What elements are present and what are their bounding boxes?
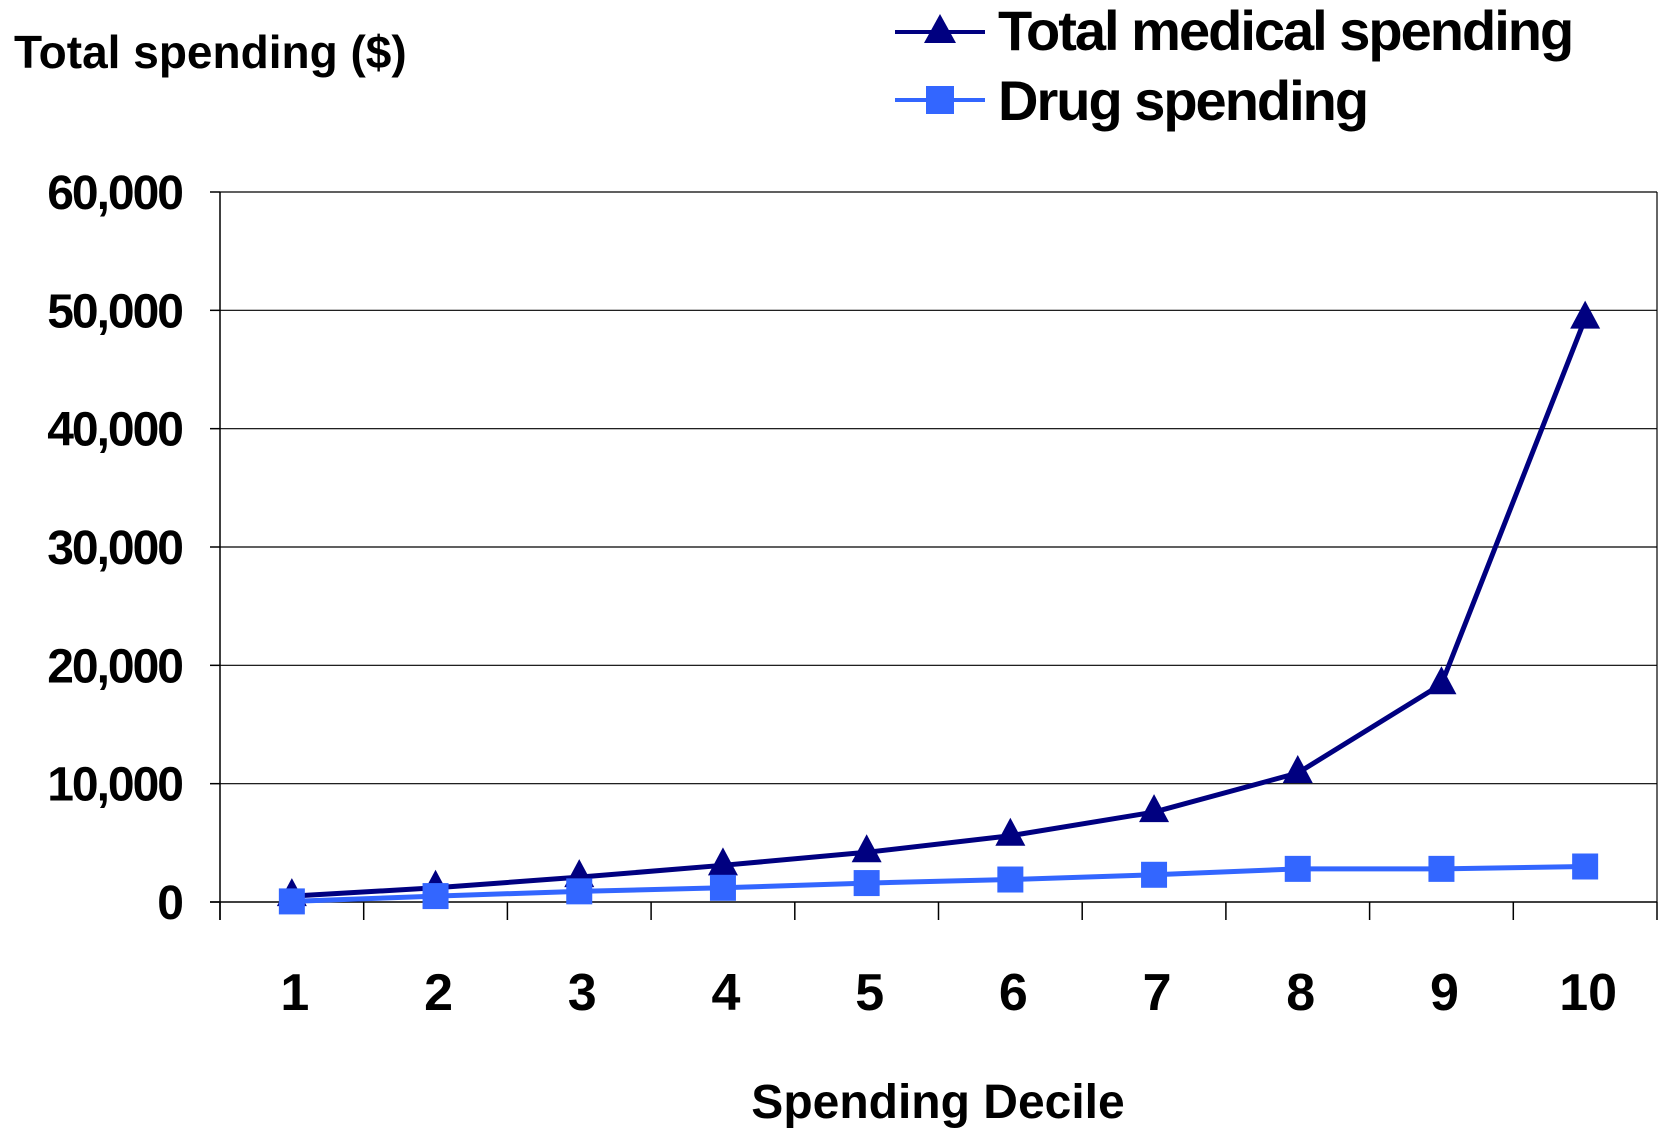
y-tick-label-0: 0 xyxy=(157,877,182,930)
y-tick-label-5: 50,000 xyxy=(47,285,182,338)
drug-point-5 xyxy=(853,870,880,897)
series-line-1 xyxy=(291,864,1586,904)
y-tick-label-1: 10,000 xyxy=(47,759,182,812)
legend-label-drug: Drug spending xyxy=(998,69,1367,132)
total-medical-point-7 xyxy=(1139,794,1170,823)
total-medical-point-4 xyxy=(707,847,738,876)
drug-point-8 xyxy=(1284,855,1311,882)
axes: 0 10,000 20,000 30,000 40,000 50,000 60,000 1 2 3… xyxy=(47,167,1658,1022)
legend-item-drug: Drug spending xyxy=(895,69,1369,132)
legend: Total medical spending Drug spending xyxy=(895,0,1574,132)
x-tick-label-2: 2 xyxy=(424,964,453,1022)
x-axis-title: Spending Decile xyxy=(751,1076,1124,1129)
x-tick-label-6: 6 xyxy=(999,964,1028,1022)
y-axis-title: Total spending ($) xyxy=(14,26,407,78)
legend-marker-triangle xyxy=(924,14,956,43)
x-tick-label-5: 5 xyxy=(855,964,884,1022)
total-medical-point-8 xyxy=(1282,755,1313,784)
x-tick-label-10: 10 xyxy=(1559,964,1617,1022)
drug-point-9 xyxy=(1428,855,1455,882)
drug-point-2 xyxy=(422,883,449,910)
y-tick-label-6: 60,000 xyxy=(47,167,182,220)
drug-point-3 xyxy=(566,878,593,905)
x-tick-label-3: 3 xyxy=(568,964,597,1022)
total-medical-point-9 xyxy=(1426,666,1457,695)
legend-item-total-medical: Total medical spending xyxy=(895,0,1574,62)
drug-point-4 xyxy=(709,874,736,901)
x-tick-label-8: 8 xyxy=(1286,964,1315,1022)
drug-point-1 xyxy=(278,888,305,915)
total-medical-point-6 xyxy=(995,817,1026,846)
total-medical-point-5 xyxy=(851,834,882,863)
series-lines xyxy=(276,300,1601,915)
x-tick-label-4: 4 xyxy=(711,964,740,1022)
drug-point-6 xyxy=(997,866,1024,893)
x-tick-label-9: 9 xyxy=(1430,964,1459,1022)
legend-label-total-medical: Total medical spending xyxy=(998,0,1572,62)
y-tick-label-2: 20,000 xyxy=(47,640,182,693)
y-tick-label-4: 40,000 xyxy=(47,404,182,457)
x-tick-label-7: 7 xyxy=(1143,964,1172,1022)
x-tick-label-1: 1 xyxy=(280,964,309,1022)
y-tick-label-3: 30,000 xyxy=(47,522,182,575)
drug-point-10 xyxy=(1572,853,1599,880)
legend-marker-square xyxy=(926,86,954,114)
grid-lines xyxy=(220,191,1657,785)
drug-point-7 xyxy=(1141,861,1168,888)
series-line-0 xyxy=(291,317,1588,899)
total-medical-point-10 xyxy=(1570,300,1601,329)
